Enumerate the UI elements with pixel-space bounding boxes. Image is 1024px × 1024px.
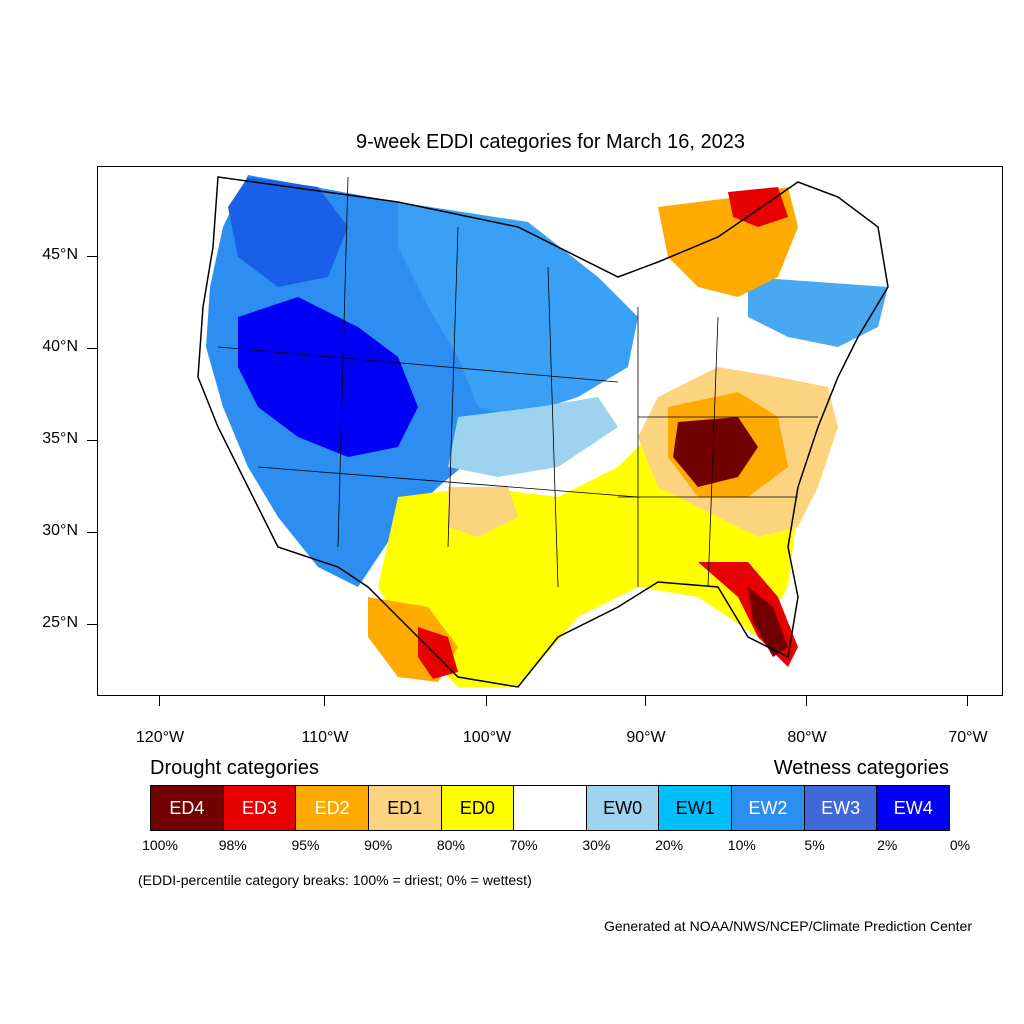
legend-category-ed1: ED1 bbox=[368, 786, 442, 830]
percentile-label: 2% bbox=[877, 837, 898, 853]
percentile-label: 98% bbox=[218, 837, 247, 853]
lat-label: 25°N bbox=[42, 614, 78, 631]
percentile-label: 100% bbox=[142, 837, 178, 853]
coastline bbox=[197, 176, 889, 688]
wetness-region-ew1 bbox=[398, 202, 638, 417]
legend-note: (EDDI-percentile category breaks: 100% =… bbox=[138, 872, 532, 888]
drought-region-ed4-ohio-valley bbox=[673, 417, 758, 487]
legend-category-ew4: EW4 bbox=[877, 786, 950, 830]
percentile-label: 20% bbox=[655, 837, 684, 853]
lon-tick bbox=[645, 696, 646, 706]
credit-line: Generated at NOAA/NWS/NCEP/Climate Predi… bbox=[603, 918, 972, 934]
drought-region-ed1-oklahoma bbox=[448, 487, 518, 537]
lon-label: 110°W bbox=[301, 729, 349, 746]
percentile-label: 90% bbox=[364, 837, 393, 853]
wetness-heading: Wetness categories bbox=[773, 757, 949, 779]
percentile-label: 95% bbox=[291, 837, 320, 853]
lat-label: 40°N bbox=[42, 338, 78, 355]
lon-tick bbox=[806, 696, 807, 706]
drought-region-ed4-florida bbox=[748, 587, 788, 657]
percentile-label: 30% bbox=[582, 837, 611, 853]
state-borders bbox=[217, 176, 818, 588]
wetness-region-northeast bbox=[748, 277, 888, 347]
percentile-label: 80% bbox=[436, 837, 465, 853]
map-title: 9-week EDDI categories for March 16, 202… bbox=[355, 131, 746, 153]
percentile-label: 0% bbox=[949, 837, 971, 853]
lat-tick bbox=[87, 348, 97, 349]
legend-category-ed3: ED3 bbox=[223, 786, 297, 830]
lat-tick bbox=[87, 256, 97, 257]
lon-tick bbox=[324, 696, 325, 706]
percentile-label: 70% bbox=[509, 837, 538, 853]
lat-tick bbox=[87, 624, 97, 625]
legend-category-ed0: ED0 bbox=[441, 786, 515, 830]
lat-label: 45°N bbox=[42, 246, 78, 263]
conus-map-graphic bbox=[197, 175, 889, 688]
legend-category-ed4: ED4 bbox=[151, 786, 224, 830]
lon-tick bbox=[967, 696, 968, 706]
legend-category-ew3: EW3 bbox=[804, 786, 878, 830]
lon-label: 90°W bbox=[626, 729, 666, 746]
eddi-map bbox=[97, 166, 1003, 696]
wetness-region-ew0 bbox=[448, 397, 618, 477]
wetness-region-ew3 bbox=[228, 177, 348, 287]
lat-tick bbox=[87, 440, 97, 441]
lon-label: 80°W bbox=[787, 729, 827, 746]
legend-category-ew2: EW2 bbox=[732, 786, 805, 830]
drought-region-ed3-michigan bbox=[728, 187, 788, 227]
lat-label: 30°N bbox=[42, 522, 78, 539]
legend-category-normal bbox=[514, 786, 587, 830]
lat-label: 35°N bbox=[42, 430, 78, 447]
percentile-label: 10% bbox=[727, 837, 756, 853]
legend-category-ed2: ED2 bbox=[296, 786, 369, 830]
lon-tick bbox=[486, 696, 487, 706]
lon-label: 70°W bbox=[948, 729, 988, 746]
category-legend: ED4 ED3 ED2 ED1 ED0 EW0 EW1 EW2 EW3 EW4 bbox=[150, 785, 950, 831]
lat-tick bbox=[87, 532, 97, 533]
wetness-region-ew4 bbox=[238, 297, 418, 457]
lon-label: 100°W bbox=[462, 729, 512, 746]
legend-category-ew0: EW0 bbox=[586, 786, 660, 830]
drought-heading: Drought categories bbox=[150, 757, 319, 779]
lon-label: 120°W bbox=[135, 729, 185, 746]
legend-category-ew1: EW1 bbox=[659, 786, 733, 830]
lon-tick bbox=[159, 696, 160, 706]
percentile-label: 5% bbox=[804, 837, 825, 853]
